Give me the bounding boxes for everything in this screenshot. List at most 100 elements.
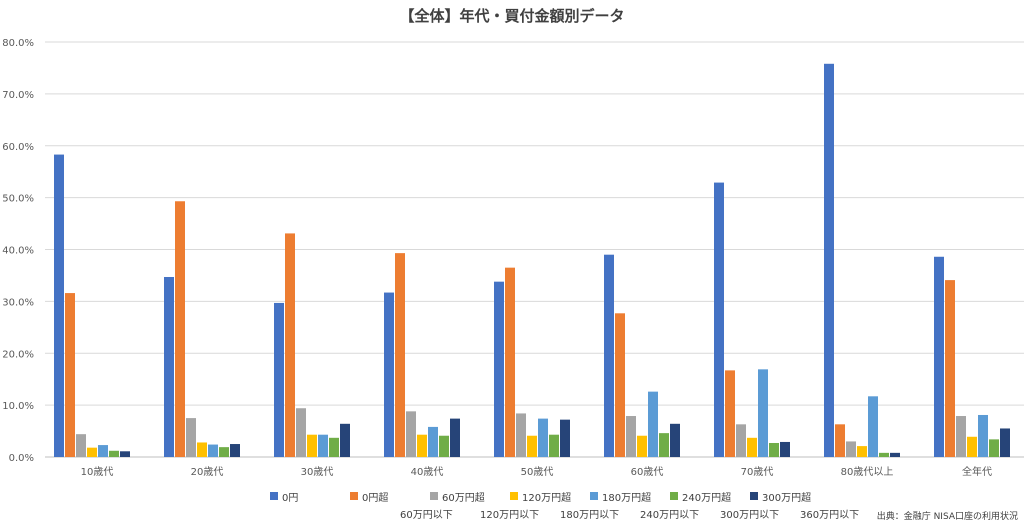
legend-sublabel: 300万円以下 <box>720 510 780 521</box>
bar <box>329 437 339 457</box>
legend-label: 0円超 <box>362 492 389 504</box>
bar <box>219 447 229 457</box>
bars <box>54 63 1010 458</box>
legend-item: 120万円超 180万円以下 <box>510 489 619 521</box>
y-tick-label: 60.0% <box>2 142 34 153</box>
bar <box>384 292 394 457</box>
bar <box>945 280 955 457</box>
bar <box>835 424 845 457</box>
y-tick-label: 80.0% <box>2 38 34 49</box>
legend-swatch <box>670 492 678 500</box>
x-category-label: 50歳代 <box>521 466 554 478</box>
bar <box>780 441 790 457</box>
bar <box>417 434 427 457</box>
bar <box>208 444 218 457</box>
bar <box>714 182 724 458</box>
x-category-label: 60歳代 <box>631 466 664 478</box>
bar <box>186 418 196 457</box>
x-category-label: 全年代 <box>962 465 992 478</box>
legend-swatch <box>270 492 278 500</box>
y-tick-label: 20.0% <box>2 349 34 360</box>
bar <box>54 154 64 457</box>
legend-item: 0円超 60万円以下 <box>350 489 453 521</box>
x-category-label: 20歳代 <box>191 466 224 478</box>
x-category-label: 40歳代 <box>411 466 444 478</box>
bar <box>626 416 636 457</box>
bar <box>65 293 75 457</box>
bar <box>879 452 889 457</box>
bar <box>428 426 438 457</box>
bar <box>439 435 449 457</box>
legend-swatch <box>750 492 758 500</box>
bar <box>615 313 625 457</box>
bar <box>758 369 768 457</box>
x-category-label: 70歳代 <box>741 466 774 478</box>
bar <box>285 233 295 457</box>
bar <box>659 433 669 457</box>
bar <box>604 254 614 457</box>
legend-label: 300万円超 <box>762 492 812 504</box>
y-axis-tick-labels: 0.0% 10.0% 20.0% 30.0% 40.0% 50.0% 60.0% 70.0% 8… <box>2 38 34 464</box>
bar <box>538 418 548 457</box>
bar <box>978 414 988 457</box>
x-category-label: 80歳代以上 <box>841 466 894 478</box>
legend-sublabel: 360万円以下 <box>800 510 860 521</box>
source-note: 出典：金融庁 NISA口座の利用状況 <box>876 512 1018 522</box>
bar <box>505 267 515 457</box>
bar <box>120 451 130 457</box>
bar <box>846 441 856 457</box>
bar <box>934 256 944 457</box>
bar <box>274 302 284 457</box>
bar <box>670 423 680 457</box>
bar <box>340 423 350 457</box>
bar <box>1000 428 1010 457</box>
bar <box>824 63 834 457</box>
legend-item: 240万円超 300万円以下 <box>670 489 780 521</box>
bar <box>637 435 647 457</box>
bar <box>725 370 735 457</box>
bar <box>560 419 570 457</box>
legend-swatch <box>430 492 438 500</box>
bar <box>230 444 240 457</box>
bar <box>956 416 966 457</box>
bar <box>197 442 207 457</box>
bar <box>890 452 900 457</box>
bar <box>164 276 174 457</box>
bar <box>549 434 559 457</box>
x-axis-category-labels: 10歳代 20歳代 30歳代 40歳代 50歳代 60歳代 70歳代 80歳代以上 全年代 <box>81 465 992 478</box>
x-category-label: 10歳代 <box>81 466 114 478</box>
y-tick-label: 70.0% <box>2 90 34 101</box>
legend-sublabel: 120万円以下 <box>480 510 540 521</box>
gridlines <box>45 41 1024 458</box>
chart-title: 【全体】年代・買付金額別データ <box>399 7 625 25</box>
y-tick-label: 0.0% <box>9 453 34 464</box>
legend-sublabel: 240万円以下 <box>640 510 700 521</box>
legend-item: 60万円超 120万円以下 <box>430 489 540 521</box>
bar <box>406 411 416 457</box>
legend: 0円 0円超 60万円以下 60万円超 120万円以下 120万円超 180万円以下 180万… <box>270 489 860 521</box>
legend-label: 60万円超 <box>442 492 485 504</box>
bar <box>109 450 119 457</box>
bar <box>769 442 779 457</box>
legend-label: 180万円超 <box>602 492 652 504</box>
bar <box>307 434 317 457</box>
bar <box>967 436 977 457</box>
bar <box>76 434 86 457</box>
bar <box>736 424 746 457</box>
x-category-label: 30歳代 <box>301 466 334 478</box>
legend-item: 300万円超 360万円以下 <box>750 489 860 521</box>
bar <box>989 439 999 457</box>
y-tick-label: 10.0% <box>2 401 34 412</box>
legend-label: 0円 <box>282 492 299 504</box>
legend-item: 0円 <box>270 489 350 520</box>
bar <box>648 391 658 457</box>
y-tick-label: 30.0% <box>2 297 34 308</box>
bar <box>868 396 878 457</box>
y-tick-label: 50.0% <box>2 194 34 205</box>
bar <box>296 408 306 457</box>
bar <box>175 201 185 457</box>
legend-swatch <box>510 492 518 500</box>
legend-label: 240万円超 <box>682 492 732 504</box>
legend-item: 180万円超 240万円以下 <box>590 489 700 521</box>
